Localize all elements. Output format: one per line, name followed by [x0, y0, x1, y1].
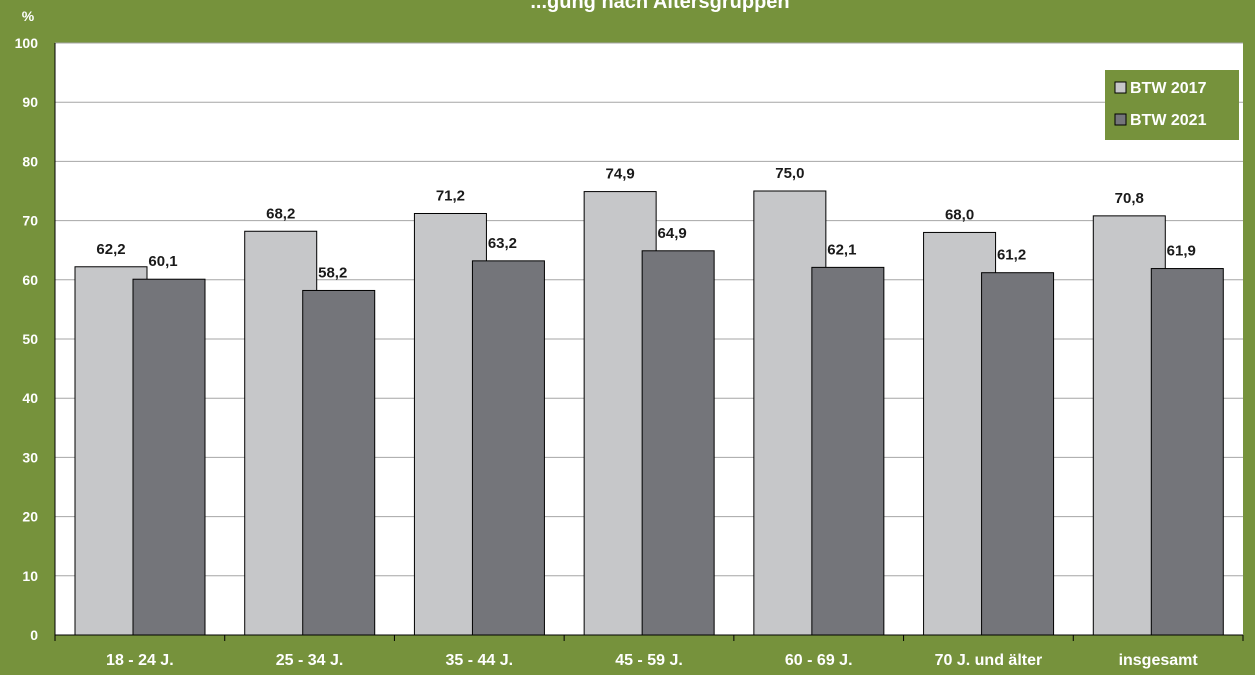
legend-swatch — [1114, 81, 1127, 94]
y-tick-label: 90 — [22, 94, 38, 110]
data-label: 61,9 — [1167, 243, 1196, 260]
x-category-label: 70 J. und älter — [935, 652, 1043, 669]
data-label: 64,9 — [658, 225, 687, 242]
chart-title: ...gung nach Altersgruppen — [530, 0, 789, 13]
y-tick-label: 60 — [22, 272, 38, 288]
data-label: 74,9 — [606, 166, 635, 183]
x-category-label: insgesamt — [1119, 652, 1199, 669]
x-category-label: 25 - 34 J. — [276, 652, 344, 669]
bar-btw-2021 — [811, 266, 885, 636]
data-labels: 62,2 60,1 68,2 58,2 71,2 63,2 74,9 64,9 75,0 62,1… — [96, 165, 1195, 281]
data-label: 68,2 — [266, 205, 295, 222]
y-tick-label: 20 — [22, 509, 38, 525]
data-label: 62,1 — [827, 241, 856, 258]
y-tick-label: 10 — [22, 568, 38, 584]
legend-label: BTW 2021 — [1130, 112, 1207, 129]
data-label: 62,2 — [96, 241, 125, 258]
data-label: 71,2 — [436, 187, 465, 204]
x-category-label: 45 - 59 J. — [615, 652, 683, 669]
bars — [74, 190, 1224, 636]
bar-btw-2021 — [302, 289, 376, 636]
legend-label: BTW 2017 — [1130, 80, 1207, 97]
bar-btw-2021 — [1150, 268, 1224, 636]
y-axis-unit-label: % — [22, 8, 35, 24]
y-tick-label: 30 — [22, 449, 38, 465]
x-category-label: 18 - 24 J. — [106, 652, 174, 669]
y-tick-label: 70 — [22, 213, 38, 229]
bar-btw-2021 — [471, 260, 545, 636]
x-category-label: 60 - 69 J. — [785, 652, 853, 669]
bar-btw-2021 — [641, 250, 715, 636]
legend-box — [1105, 70, 1239, 140]
data-label: 70,8 — [1115, 190, 1144, 207]
y-tick-label: 40 — [22, 390, 38, 406]
bar-btw-2021 — [132, 278, 206, 636]
data-label: 58,2 — [318, 264, 347, 281]
y-tick-label: 80 — [22, 153, 38, 169]
bar-btw-2021 — [981, 272, 1055, 636]
x-category-label: 35 - 44 J. — [445, 652, 513, 669]
data-label: 68,0 — [945, 206, 974, 223]
y-tick-label: 50 — [22, 331, 38, 347]
data-label: 63,2 — [488, 235, 517, 252]
data-label: 60,1 — [148, 253, 177, 270]
y-tick-label: 100 — [15, 35, 39, 51]
data-label: 61,2 — [997, 247, 1026, 264]
data-label: 75,0 — [775, 165, 804, 182]
legend-swatch — [1114, 113, 1127, 126]
y-tick-label: 0 — [30, 627, 38, 643]
legend: BTW 2017 BTW 2021 — [1105, 70, 1239, 140]
axes: 0 10 20 30 40 50 60 70 80 90 100 18 - 24 J. 25 - 34 … — [15, 35, 1244, 669]
